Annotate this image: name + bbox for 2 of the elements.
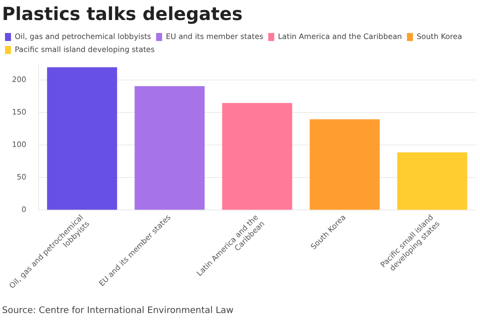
source-note: Source: Centre for International Environmental Law [2,306,234,316]
chart-title: Plastics talks delegates [1,3,244,27]
